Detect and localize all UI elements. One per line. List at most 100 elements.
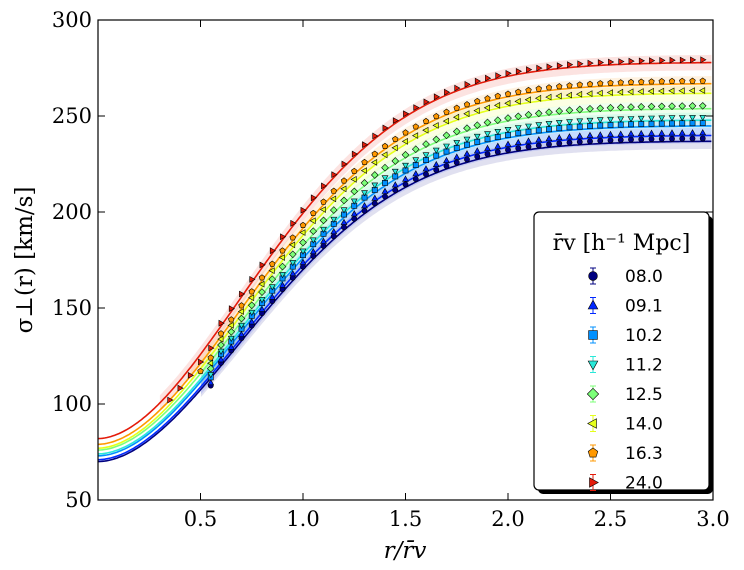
point-11.2 <box>350 198 358 205</box>
legend-label-08.0: 08.0 <box>625 267 663 287</box>
point-12.5 <box>524 110 533 119</box>
point-24.0 <box>669 56 676 64</box>
point-16.3 <box>607 79 614 86</box>
point-09.1 <box>699 128 707 136</box>
point-09.1 <box>258 305 266 312</box>
point-11.2 <box>289 260 297 267</box>
point-08.0 <box>617 137 624 143</box>
point-11.2 <box>309 237 317 244</box>
point-14.0 <box>432 122 439 129</box>
legend-label-16.3: 16.3 <box>625 444 663 464</box>
point-12.5 <box>360 179 369 187</box>
point-09.1 <box>320 237 327 244</box>
point-12.5 <box>411 145 420 154</box>
point-24.0 <box>608 58 615 66</box>
point-16.3 <box>545 84 553 91</box>
point-08.0 <box>515 145 522 152</box>
point-12.5 <box>206 364 215 373</box>
point-11.2 <box>248 309 256 317</box>
point-14.0 <box>370 158 378 166</box>
point-12.5 <box>237 314 246 323</box>
point-12.5 <box>217 341 225 349</box>
point-16.3 <box>463 101 471 108</box>
point-11.2 <box>402 162 409 170</box>
point-11.2 <box>463 136 471 143</box>
point-14.0 <box>442 117 449 125</box>
point-14.0 <box>575 90 583 98</box>
curve-24.0 <box>98 61 712 440</box>
point-12.5 <box>565 106 574 115</box>
point-10.2 <box>638 121 645 127</box>
point-24.0 <box>341 160 348 168</box>
point-16.3 <box>443 108 450 115</box>
point-24.0 <box>649 57 656 64</box>
point-09.1 <box>668 129 676 136</box>
point-09.1 <box>525 137 532 144</box>
point-24.0 <box>269 247 277 255</box>
point-12.5 <box>422 140 430 148</box>
point-16.3 <box>689 77 696 84</box>
legend-marker-11.2 <box>587 360 599 371</box>
point-16.3 <box>402 129 409 136</box>
point-11.2 <box>586 117 594 125</box>
point-12.5 <box>299 238 307 247</box>
point-16.3 <box>658 78 665 85</box>
point-12.5 <box>647 102 656 111</box>
point-12.5 <box>596 104 605 113</box>
point-09.1 <box>617 130 625 137</box>
series-14.0 <box>206 87 706 367</box>
point-11.2 <box>504 127 512 134</box>
point-11.2 <box>217 348 225 355</box>
point-16.3 <box>474 97 481 104</box>
point-12.5 <box>247 301 256 310</box>
point-16.3 <box>392 135 399 142</box>
point-24.0 <box>567 61 574 69</box>
point-11.2 <box>453 140 461 147</box>
point-09.1 <box>463 150 471 157</box>
point-11.2 <box>207 372 215 379</box>
point-16.3 <box>504 90 512 97</box>
point-16.3 <box>638 78 645 85</box>
point-16.3 <box>351 167 358 174</box>
point-24.0 <box>413 104 420 111</box>
point-14.0 <box>565 91 572 99</box>
point-16.3 <box>484 95 491 102</box>
point-16.3 <box>699 77 706 84</box>
point-14.0 <box>258 280 265 288</box>
point-12.5 <box>401 150 410 159</box>
point-09.1 <box>289 269 297 277</box>
point-14.0 <box>217 335 224 343</box>
point-08.0 <box>402 181 409 188</box>
legend-label-14.0: 14.0 <box>625 415 663 435</box>
point-24.0 <box>536 64 543 72</box>
point-14.0 <box>360 167 367 174</box>
point-14.0 <box>657 87 665 95</box>
point-24.0 <box>679 56 687 64</box>
point-24.0 <box>638 57 646 65</box>
point-08.0 <box>300 263 306 270</box>
point-08.0 <box>556 140 563 147</box>
point-09.1 <box>309 247 317 255</box>
point-24.0 <box>485 74 492 82</box>
point-09.1 <box>555 133 563 141</box>
point-08.0 <box>453 159 460 166</box>
point-12.5 <box>309 227 318 235</box>
point-08.0 <box>576 138 583 145</box>
point-09.1 <box>514 138 522 145</box>
point-08.0 <box>361 207 368 214</box>
point-24.0 <box>321 182 328 190</box>
point-24.0 <box>515 67 523 75</box>
point-14.0 <box>647 87 654 95</box>
point-12.5 <box>340 196 348 205</box>
point-24.0 <box>597 59 605 66</box>
y-axis-label: σ⊥(r) [km/s] <box>12 187 38 334</box>
point-14.0 <box>473 107 480 115</box>
legend-marker-10.2 <box>588 330 598 340</box>
point-11.2 <box>678 115 686 122</box>
point-14.0 <box>514 97 521 105</box>
point-24.0 <box>382 124 389 132</box>
point-14.0 <box>534 94 542 102</box>
point-24.0 <box>618 58 625 65</box>
point-08.0 <box>669 135 675 142</box>
point-11.2 <box>238 322 245 330</box>
